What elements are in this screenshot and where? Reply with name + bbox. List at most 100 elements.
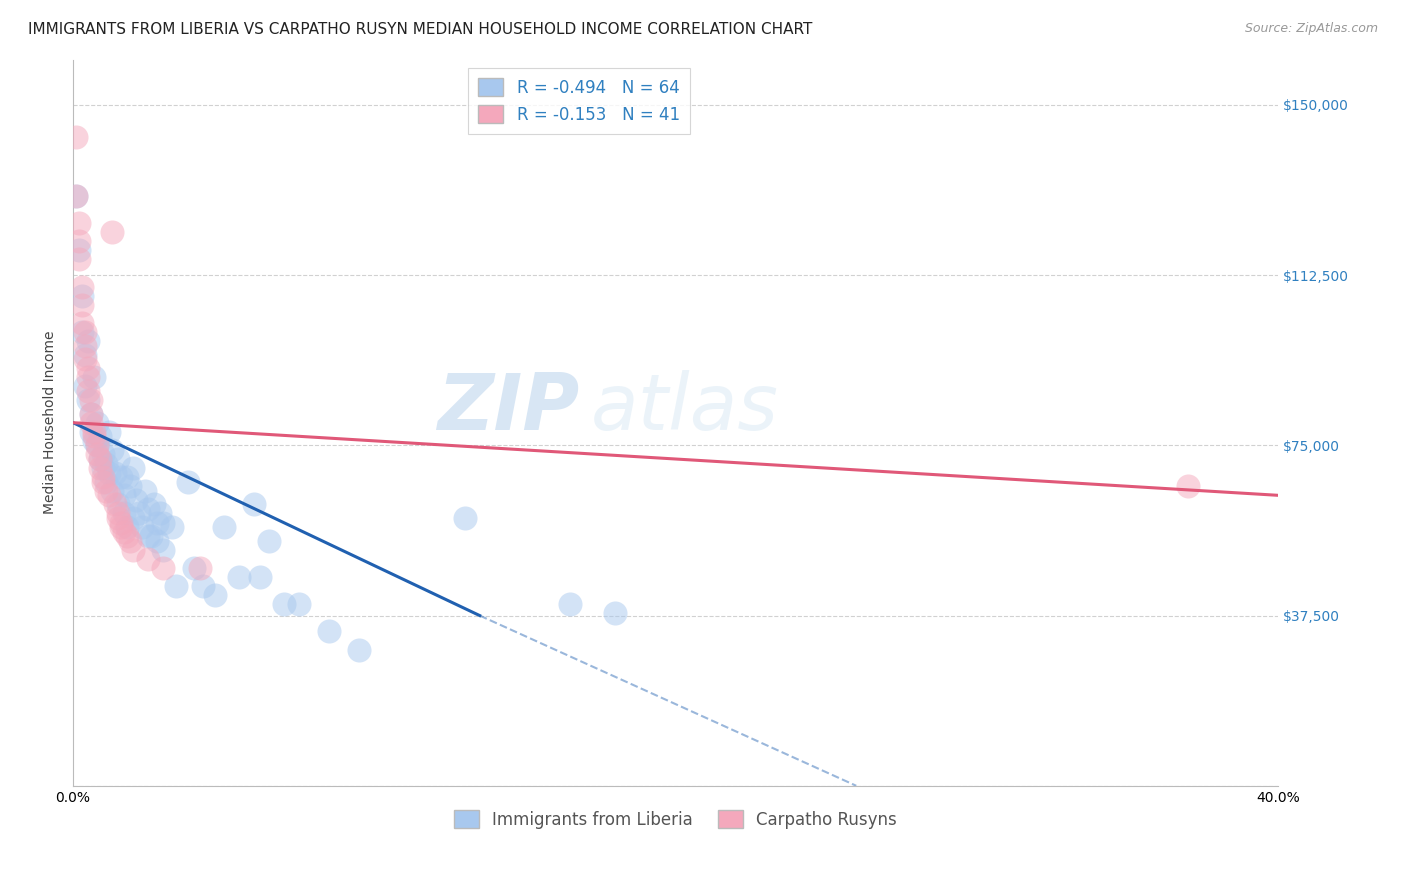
Point <box>96 475 118 489</box>
Point <box>1177 479 1199 493</box>
Point <box>98 425 121 439</box>
Point <box>162 520 184 534</box>
Point <box>83 370 105 384</box>
Point <box>117 529 139 543</box>
Point <box>120 479 142 493</box>
Point <box>176 475 198 489</box>
Point <box>112 524 135 539</box>
Point <box>243 497 266 511</box>
Point <box>83 434 105 448</box>
Point <box>104 497 127 511</box>
Point <box>77 334 100 348</box>
Point <box>65 129 87 144</box>
Point <box>558 597 581 611</box>
Point <box>349 642 371 657</box>
Point <box>212 520 235 534</box>
Point <box>96 457 118 471</box>
Point <box>273 597 295 611</box>
Point <box>91 470 114 484</box>
Point <box>318 624 340 639</box>
Point <box>191 579 214 593</box>
Point <box>89 452 111 467</box>
Point <box>77 384 100 398</box>
Point <box>131 520 153 534</box>
Point <box>67 234 90 248</box>
Point <box>80 425 103 439</box>
Point <box>77 370 100 384</box>
Point <box>146 533 169 548</box>
Point <box>67 252 90 267</box>
Point <box>138 552 160 566</box>
Point <box>152 542 174 557</box>
Point <box>70 316 93 330</box>
Point <box>70 279 93 293</box>
Point <box>149 507 172 521</box>
Point <box>128 507 150 521</box>
Text: atlas: atlas <box>591 370 779 446</box>
Point <box>101 442 124 457</box>
Point <box>86 416 108 430</box>
Point <box>134 483 156 498</box>
Point <box>107 511 129 525</box>
Point <box>605 607 627 621</box>
Point <box>249 570 271 584</box>
Point <box>104 466 127 480</box>
Point <box>70 288 93 302</box>
Point <box>122 461 145 475</box>
Point <box>165 579 187 593</box>
Point <box>453 511 475 525</box>
Point <box>77 361 100 376</box>
Point <box>101 483 124 498</box>
Point <box>75 379 97 393</box>
Legend: Immigrants from Liberia, Carpatho Rusyns: Immigrants from Liberia, Carpatho Rusyns <box>447 804 904 836</box>
Point <box>86 438 108 452</box>
Point <box>288 597 311 611</box>
Point <box>120 533 142 548</box>
Point <box>65 188 87 202</box>
Point <box>110 470 132 484</box>
Point <box>75 325 97 339</box>
Point <box>101 225 124 239</box>
Point <box>75 348 97 362</box>
Point <box>67 216 90 230</box>
Point <box>110 520 132 534</box>
Point <box>117 470 139 484</box>
Point <box>188 561 211 575</box>
Point <box>65 188 87 202</box>
Point <box>117 520 139 534</box>
Point <box>228 570 250 584</box>
Point <box>122 542 145 557</box>
Point <box>89 429 111 443</box>
Point <box>86 438 108 452</box>
Point <box>152 516 174 530</box>
Point <box>257 533 280 548</box>
Point <box>80 407 103 421</box>
Point <box>107 452 129 467</box>
Text: ZIP: ZIP <box>437 370 579 446</box>
Point <box>138 502 160 516</box>
Point <box>122 511 145 525</box>
Point <box>107 507 129 521</box>
Point <box>80 392 103 407</box>
Point <box>80 416 103 430</box>
Point <box>75 338 97 352</box>
Point <box>146 516 169 530</box>
Point <box>141 529 163 543</box>
Point <box>86 447 108 461</box>
Point <box>83 429 105 443</box>
Point <box>110 516 132 530</box>
Point <box>89 452 111 467</box>
Point <box>98 466 121 480</box>
Point <box>112 507 135 521</box>
Point <box>98 488 121 502</box>
Point <box>80 407 103 421</box>
Point <box>89 461 111 475</box>
Point <box>91 447 114 461</box>
Point <box>77 392 100 407</box>
Point <box>152 561 174 575</box>
Point <box>183 561 205 575</box>
Point <box>138 529 160 543</box>
Point <box>96 483 118 498</box>
Point <box>143 497 166 511</box>
Point <box>70 298 93 312</box>
